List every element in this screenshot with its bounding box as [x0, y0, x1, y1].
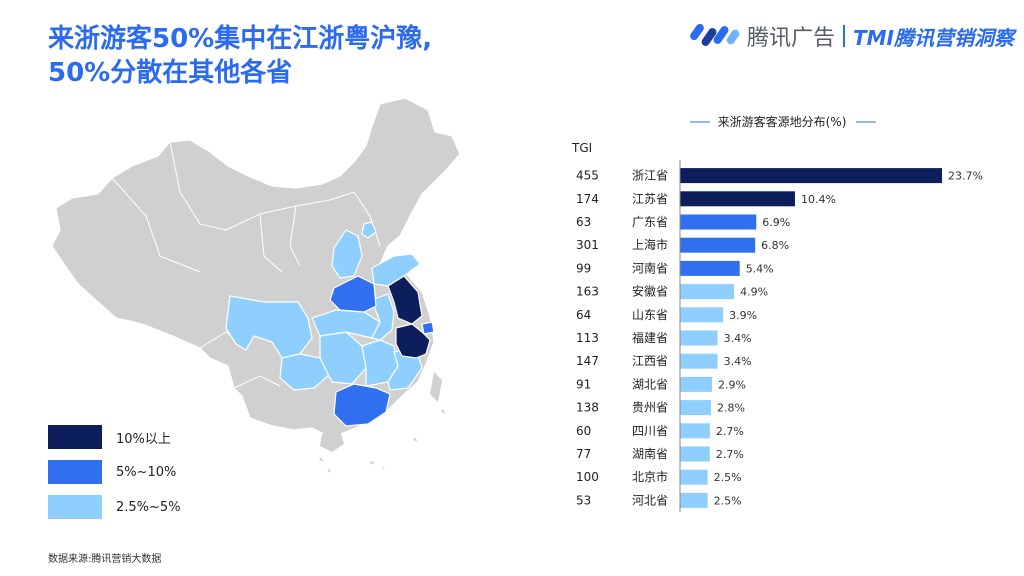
tgi-value: 100	[576, 470, 599, 484]
value-label: 3.4%	[724, 332, 752, 345]
map-island-hainan	[320, 430, 344, 452]
map-borders	[111, 141, 381, 389]
legend-label: 5%~10%	[116, 464, 177, 480]
bar	[680, 446, 710, 462]
bar	[680, 307, 724, 323]
value-label: 2.5%	[714, 494, 742, 507]
title-line-2: 50%分散在其他各省	[48, 58, 293, 88]
value-label: 3.4%	[724, 355, 752, 368]
china-map	[51, 97, 461, 473]
value-label: 6.9%	[762, 216, 790, 229]
province-henan	[329, 275, 377, 313]
province-shanghai	[421, 321, 435, 335]
value-label: 6.8%	[761, 239, 789, 252]
chart-title: 来浙游客客源地分布(%)	[718, 114, 847, 129]
value-label: 5.4%	[746, 262, 774, 275]
category-label: 四川省	[632, 424, 668, 438]
value-label: 3.9%	[729, 309, 757, 322]
bar	[680, 260, 740, 276]
legend-item: 10%以上	[48, 424, 181, 450]
tgi-value: 53	[576, 493, 591, 507]
province-jiangsu	[387, 275, 423, 325]
category-label: 安徽省	[632, 284, 668, 299]
tgi-value: 138	[576, 401, 599, 415]
bar	[680, 492, 708, 508]
province-zhejiang	[395, 323, 431, 359]
tgi-value: 163	[576, 285, 599, 299]
tgi-value: 301	[576, 238, 599, 252]
category-label: 湖南省	[632, 446, 668, 461]
category-label: 贵州省	[632, 401, 668, 415]
province-anhui	[371, 293, 395, 341]
brand-header: 腾讯广告 TMI腾讯营销洞察	[689, 20, 1014, 52]
legend-swatch-mid	[48, 460, 102, 484]
province-hebei	[331, 229, 363, 279]
legend-label: 10%以上	[116, 431, 171, 447]
legend-swatch-high	[48, 425, 102, 449]
category-label: 福建省	[632, 330, 668, 345]
brand-subtitle: TMI腾讯营销洞察	[853, 25, 1014, 50]
value-label: 10.4%	[801, 193, 836, 206]
bar	[680, 214, 757, 230]
tgi-value: 174	[576, 192, 599, 206]
bar	[680, 168, 942, 184]
map-island-taiwan	[430, 372, 442, 402]
source-distribution-chart: 来浙游客客源地分布(%) TGI 455 浙江省 23.7% 174 江苏省 10.4% 6…	[571, 114, 983, 512]
value-label: 2.8%	[717, 402, 745, 415]
category-label: 山东省	[632, 308, 668, 322]
bar	[680, 284, 735, 300]
value-label: 2.7%	[716, 425, 744, 438]
map-legend: 10%以上 5%~10% 2.5%~5%	[48, 424, 181, 529]
bar	[680, 191, 795, 207]
bar	[680, 469, 708, 485]
province-hunan	[319, 331, 367, 385]
data-source-note: 数据来源:腾讯营销大数据	[48, 554, 162, 565]
bar	[680, 423, 710, 439]
category-label: 上海市	[632, 237, 668, 252]
bar	[680, 400, 711, 416]
tgi-value: 455	[576, 169, 599, 183]
category-label: 河北省	[632, 493, 668, 507]
legend-item: 5%~10%	[48, 459, 181, 485]
bar	[680, 376, 713, 392]
tgi-value: 63	[576, 215, 591, 229]
value-label: 2.9%	[718, 378, 746, 391]
category-label: 广东省	[632, 215, 668, 229]
tgi-value: 64	[576, 308, 591, 322]
bar	[680, 330, 718, 346]
category-label: 浙江省	[632, 169, 668, 183]
province-beijing	[361, 221, 377, 239]
category-label: 湖北省	[632, 376, 668, 391]
legend-swatch-low	[48, 495, 102, 519]
bar	[680, 237, 756, 253]
category-label: 江西省	[632, 354, 668, 368]
category-label: 北京市	[632, 469, 668, 484]
legend-label: 2.5%~5%	[116, 499, 181, 515]
province-guangdong	[333, 383, 391, 427]
bar	[680, 353, 718, 369]
tgi-value: 77	[576, 447, 591, 461]
title-line-1: 来浙游客50%集中在江浙粤沪豫,	[48, 24, 433, 54]
category-label: 河南省	[632, 260, 668, 275]
tgi-value: 99	[576, 261, 591, 275]
province-shandong	[371, 253, 421, 287]
value-label: 23.7%	[948, 170, 983, 183]
tgi-value: 91	[576, 377, 591, 391]
category-label: 江苏省	[632, 192, 668, 206]
tgi-header: TGI	[571, 141, 592, 155]
tgi-value: 147	[576, 354, 599, 368]
tgi-value: 60	[576, 424, 591, 438]
page-title: 来浙游客50%集中在江浙粤沪豫, 50%分散在其他各省	[48, 22, 568, 90]
legend-item: 2.5%~5%	[48, 494, 181, 520]
province-guizhou	[279, 353, 331, 391]
value-label: 4.9%	[740, 286, 768, 299]
tgi-value: 113	[576, 331, 599, 345]
brand-name: 腾讯广告	[746, 26, 835, 51]
brand-logo-icon	[690, 23, 740, 46]
value-label: 2.7%	[716, 448, 744, 461]
brand-divider	[843, 25, 845, 47]
value-label: 2.5%	[714, 471, 742, 484]
